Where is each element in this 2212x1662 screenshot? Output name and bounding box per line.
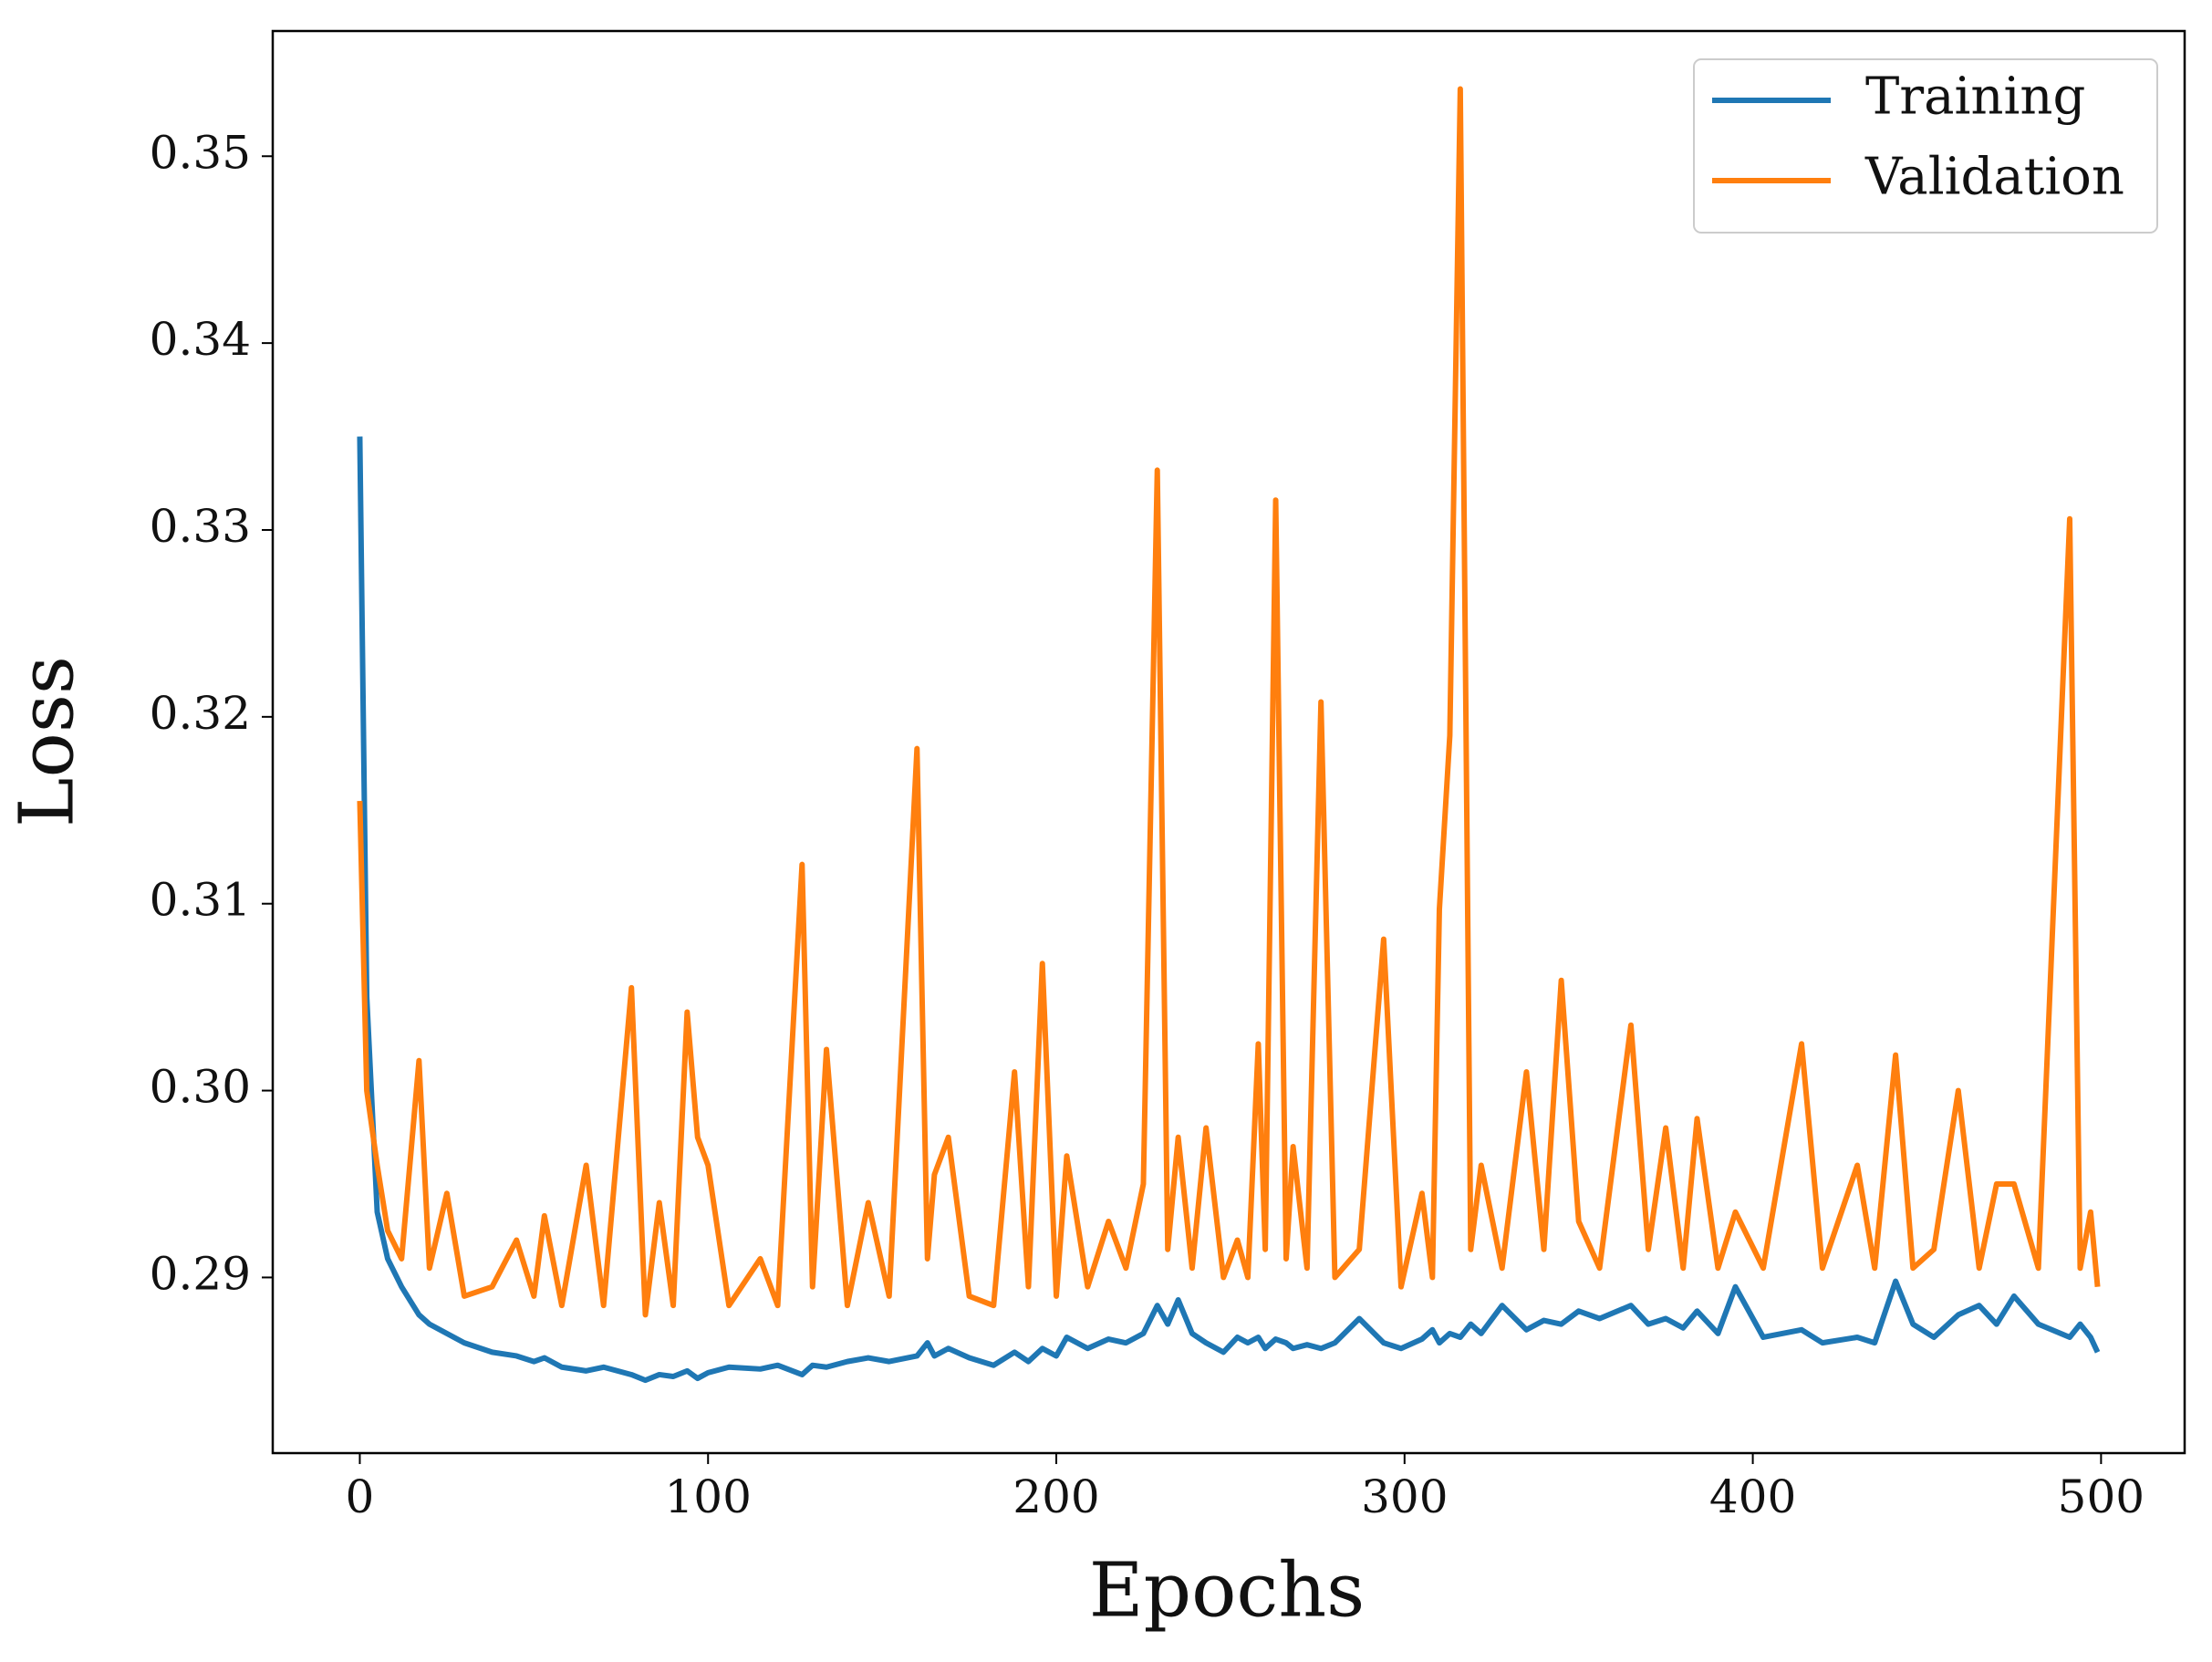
x-tick-label: 100	[665, 1470, 752, 1523]
y-tick-label: 0.34	[150, 313, 251, 366]
y-tick-label: 0.30	[150, 1061, 251, 1114]
plot-frame	[271, 29, 2186, 1455]
y-tick-label: 0.33	[150, 500, 251, 553]
data-line	[357, 86, 2101, 1318]
legend-label: Validation	[1864, 148, 2124, 207]
y-tick-label: 0.31	[150, 874, 251, 927]
y-tick-label: 0.35	[150, 126, 251, 179]
x-axis-label: Epochs	[1089, 1548, 1366, 1635]
x-tick-label: 0	[346, 1470, 375, 1523]
x-tick-label: 500	[2058, 1470, 2144, 1523]
legend-label: Training	[1865, 68, 2085, 127]
y-tick-label: 0.29	[150, 1247, 251, 1300]
y-tick-label: 0.32	[150, 687, 251, 740]
x-tick-label: 200	[1013, 1470, 1099, 1523]
y-axis-label: Loss	[5, 656, 91, 827]
x-tick-label: 300	[1361, 1470, 1448, 1523]
x-tick-label: 400	[1709, 1470, 1796, 1523]
data-line	[357, 436, 2101, 1384]
